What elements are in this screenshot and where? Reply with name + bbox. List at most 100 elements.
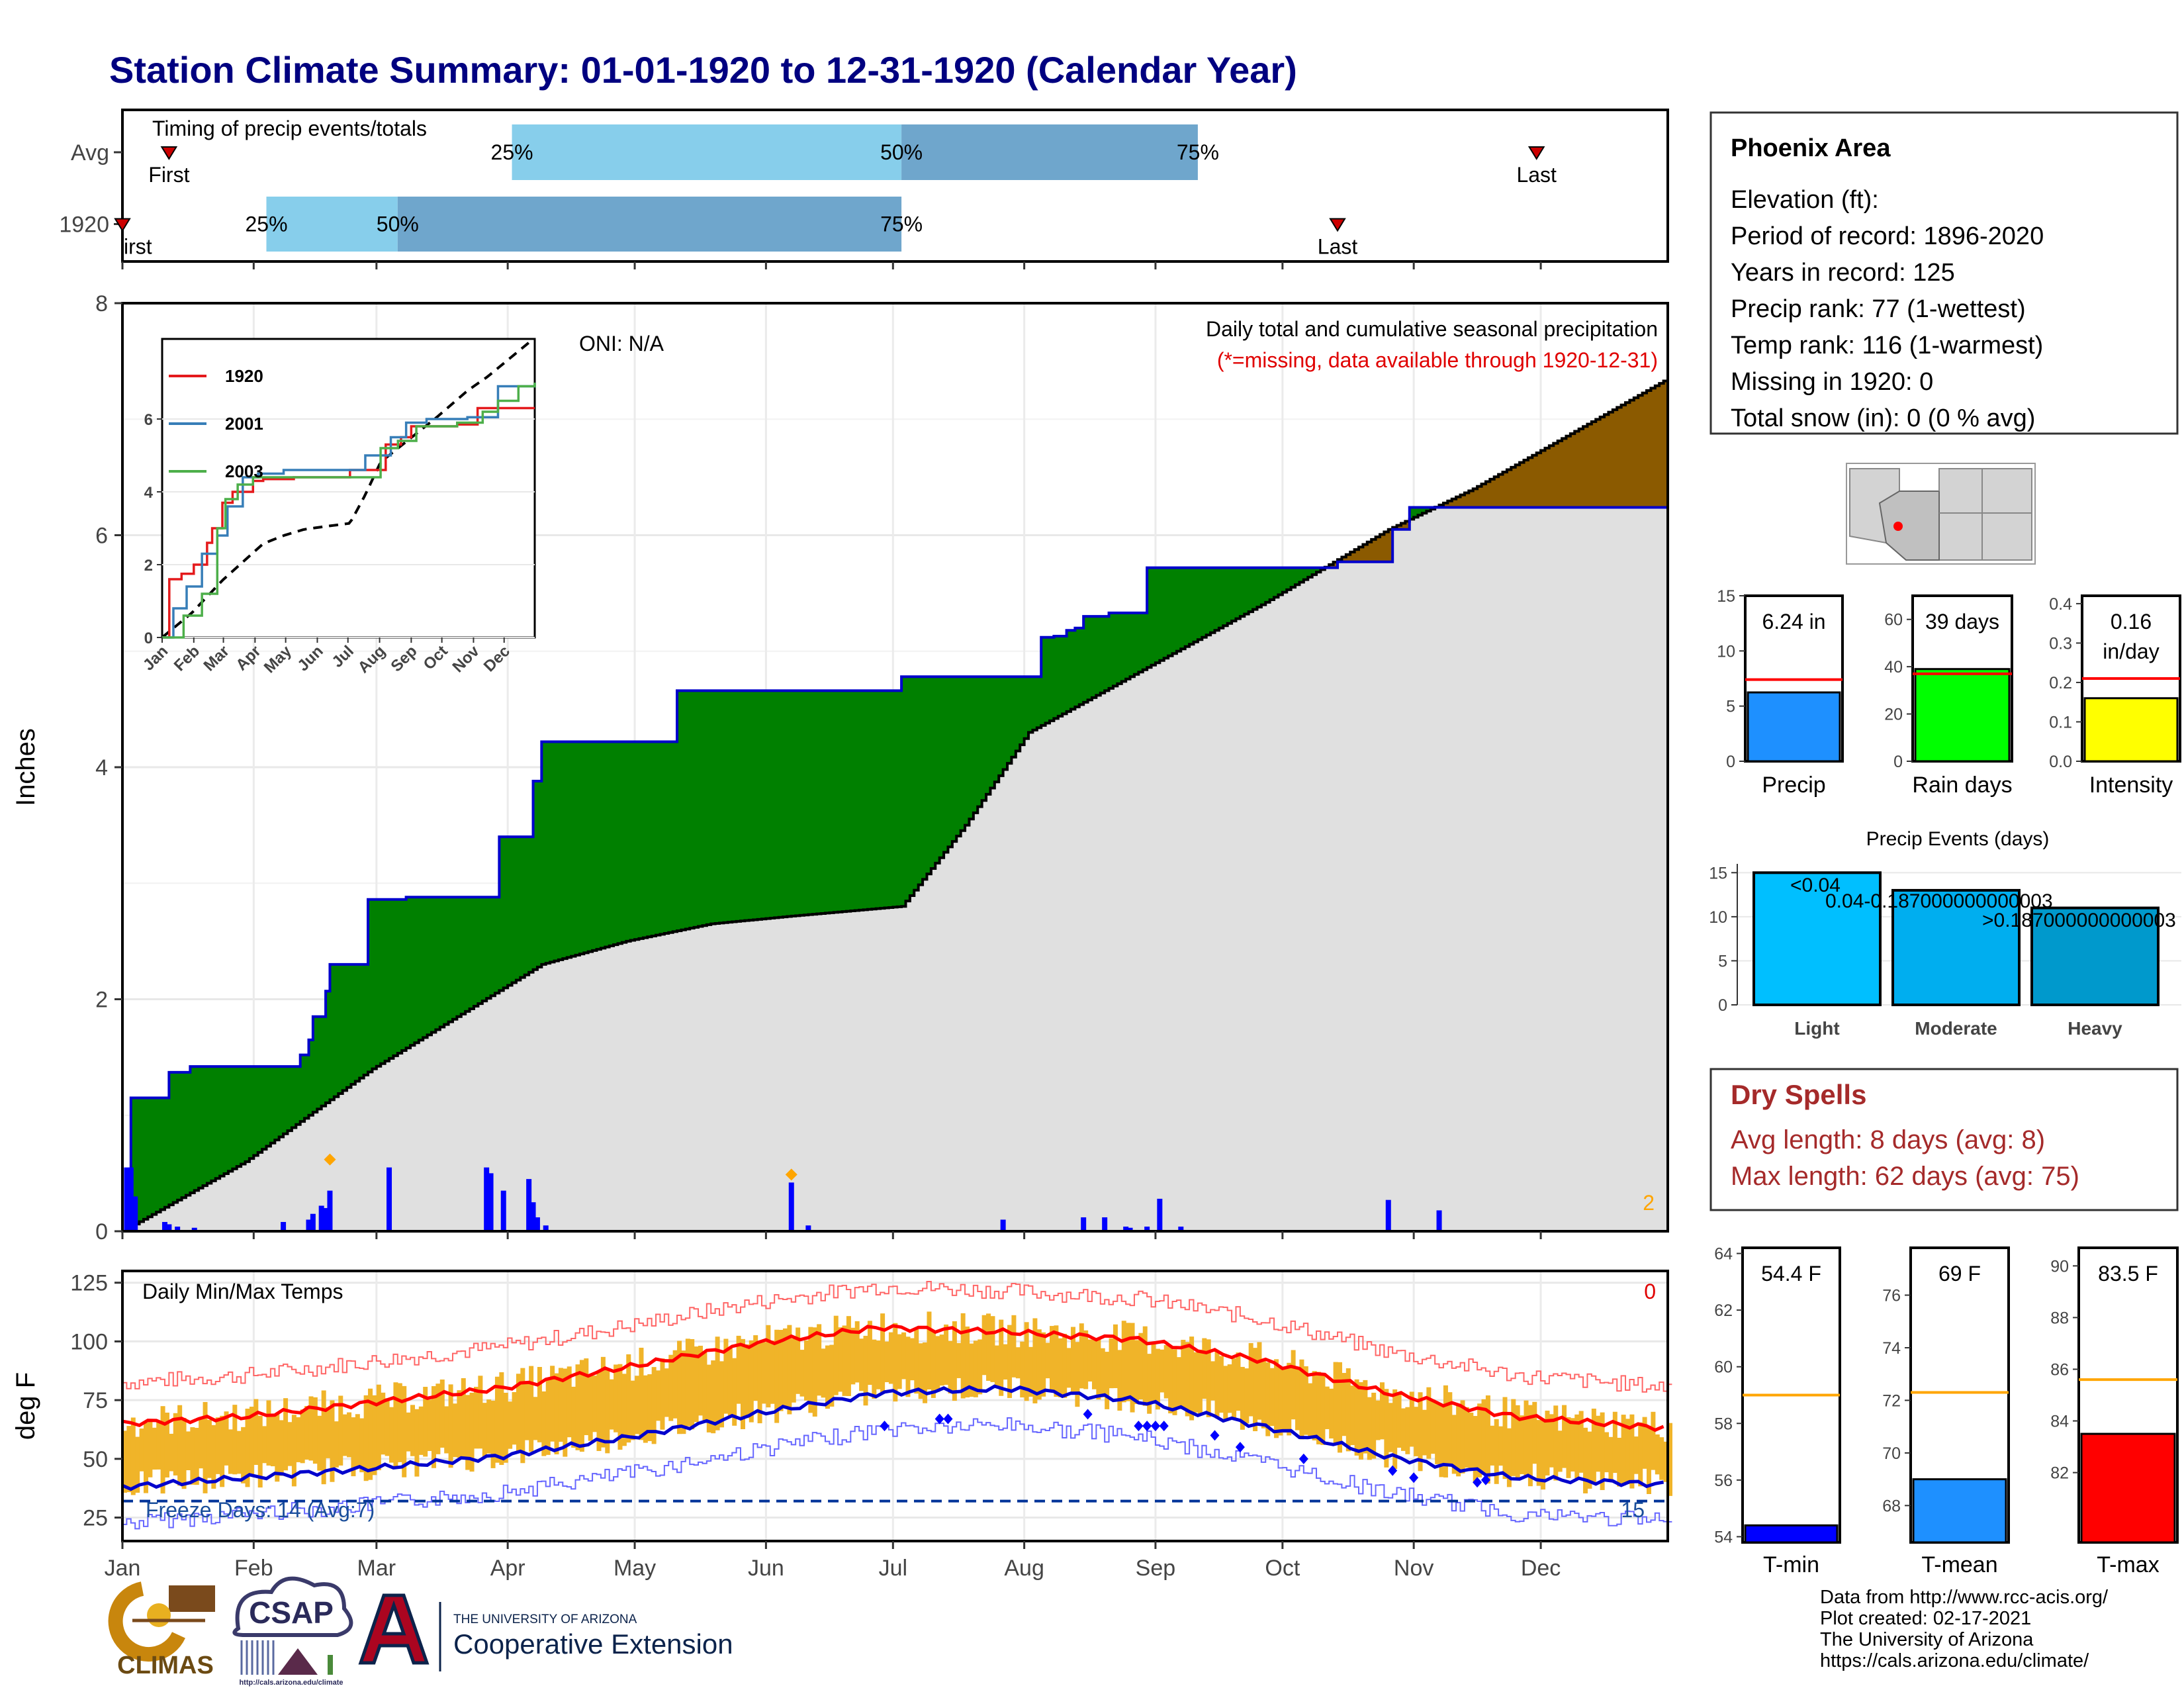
daily-precip-bar [306,1219,312,1231]
info-frame [1709,111,2179,435]
mini-temp-tick-label: 86 [2050,1360,2069,1379]
daily-temp-range [787,1325,792,1415]
daily-temp-range [1308,1383,1313,1438]
timing-row-label: Avg [71,140,109,165]
daily-temp-range [1451,1415,1457,1474]
daily-temp-range [190,1427,195,1485]
event-bar-label: Light [1794,1018,1839,1039]
daily-temp-range [1566,1417,1571,1478]
mini-value-label: 6.24 in [1762,610,1825,633]
temp-y-tick-label: 75 [83,1388,108,1413]
daily-temp-range [482,1403,487,1458]
daily-temp-range [1668,1423,1672,1496]
temp-y-tick-label: 100 [70,1329,108,1354]
daily-precip-bar [1102,1217,1108,1231]
ua-big-text: Cooperative Extension [453,1628,733,1660]
daily-temp-range [706,1364,711,1432]
daily-temp-range [461,1378,466,1460]
daily-temp-range [283,1398,289,1471]
daily-temp-range [347,1412,352,1458]
month-label: Jul [879,1556,907,1581]
daily-temp-range [1350,1385,1355,1446]
daily-temp-range [381,1392,386,1455]
mini-temp-value-label: 69 F [1938,1262,1981,1286]
record-low-marker [1083,1409,1093,1420]
daily-precip-bar [1436,1210,1442,1231]
daily-temp-range [999,1319,1004,1396]
mini-temp-tick-label: 54 [1714,1528,1733,1546]
daily-temp-range [1320,1374,1326,1445]
daily-temp-range [452,1403,457,1458]
daily-temp-range [1490,1425,1495,1466]
timing-bar-50-75 [901,124,1198,180]
daily-temp-range [715,1336,720,1430]
daily-temp-range [1430,1399,1435,1454]
daily-temp-range [1295,1366,1300,1430]
record-low-marker [1298,1453,1308,1464]
daily-temp-range [812,1327,817,1417]
daily-temp-range [727,1346,733,1417]
daily-temp-range [872,1339,877,1399]
precip-y-label: Inches [11,728,40,806]
mini-tick-label: 40 [1884,658,1903,677]
daily-precip-bar [526,1179,532,1231]
daily-precip-bar [323,1207,329,1231]
daily-temp-range [1054,1325,1059,1397]
mini-temp-bar [1912,1478,2007,1544]
daily-temp-range [1557,1430,1563,1472]
daily-temp-range [529,1366,534,1452]
inset-normal-line [161,339,533,639]
daily-temp-range [1515,1405,1520,1480]
daily-temp-range [931,1332,936,1398]
daily-temp-range [821,1348,826,1398]
month-label: Dec [1521,1556,1561,1581]
inset-series-line [162,383,536,639]
precip-y-tick-label: 8 [95,291,108,316]
mini-temp-label: T-min [1763,1552,1819,1577]
record-low-marker [1235,1442,1245,1453]
daily-temp-range [389,1407,394,1463]
daily-temp-range [363,1395,369,1481]
daily-temp-range [965,1326,970,1398]
daily-temp-range [1189,1336,1195,1421]
daily-temp-range [473,1387,478,1449]
daily-temp-range [203,1402,208,1493]
daily-temp-range [503,1392,508,1463]
temp-frame [121,1270,1669,1542]
daily-temp-range [897,1334,902,1389]
daily-temp-range [1100,1348,1105,1397]
daily-temp-range [215,1417,220,1474]
daily-precip-bar [387,1167,392,1231]
daily-temp-range [1642,1417,1647,1469]
daily-temp-range [372,1395,377,1476]
daily-temp-range [732,1358,737,1426]
daily-temp-range [1655,1434,1660,1475]
daily-temp-range [1003,1344,1008,1380]
daily-temp-range [143,1423,148,1493]
daily-temp-range [927,1311,932,1389]
daily-temp-range [1261,1359,1266,1429]
info-line: Temp rank: 116 (1-warmest) [1731,332,2043,359]
ua-small-text: THE UNIVERSITY OF ARIZONA [453,1613,637,1626]
daily-temp-range [1617,1437,1622,1487]
inset-y-tick-label: 0 [144,630,153,647]
daily-temp-range [181,1417,187,1489]
daily-temp-range [978,1339,983,1395]
daily-temp-range [406,1412,411,1452]
location-map [1846,463,2036,565]
mini-tick-label: 15 [1717,587,1735,606]
daily-temp-range [1176,1357,1181,1408]
daily-temp-range [512,1391,517,1445]
mini-label: Rain days [1912,773,2012,798]
info-line: Precip rank: 77 (1-wettest) [1731,295,2026,323]
mini-value-bar [1747,691,1841,763]
mini-tick-label: 5 [1726,698,1735,716]
record-low-marker [1388,1465,1398,1476]
daily-temp-range [321,1390,326,1485]
daily-temp-range [220,1415,225,1487]
csap-url: http://cals.arizona.edu/climate [239,1679,343,1687]
daily-temp-range [1638,1422,1643,1487]
daily-temp-range [1045,1342,1050,1379]
daily-temp-range [1511,1399,1516,1476]
quantile-label: 75% [880,212,923,236]
